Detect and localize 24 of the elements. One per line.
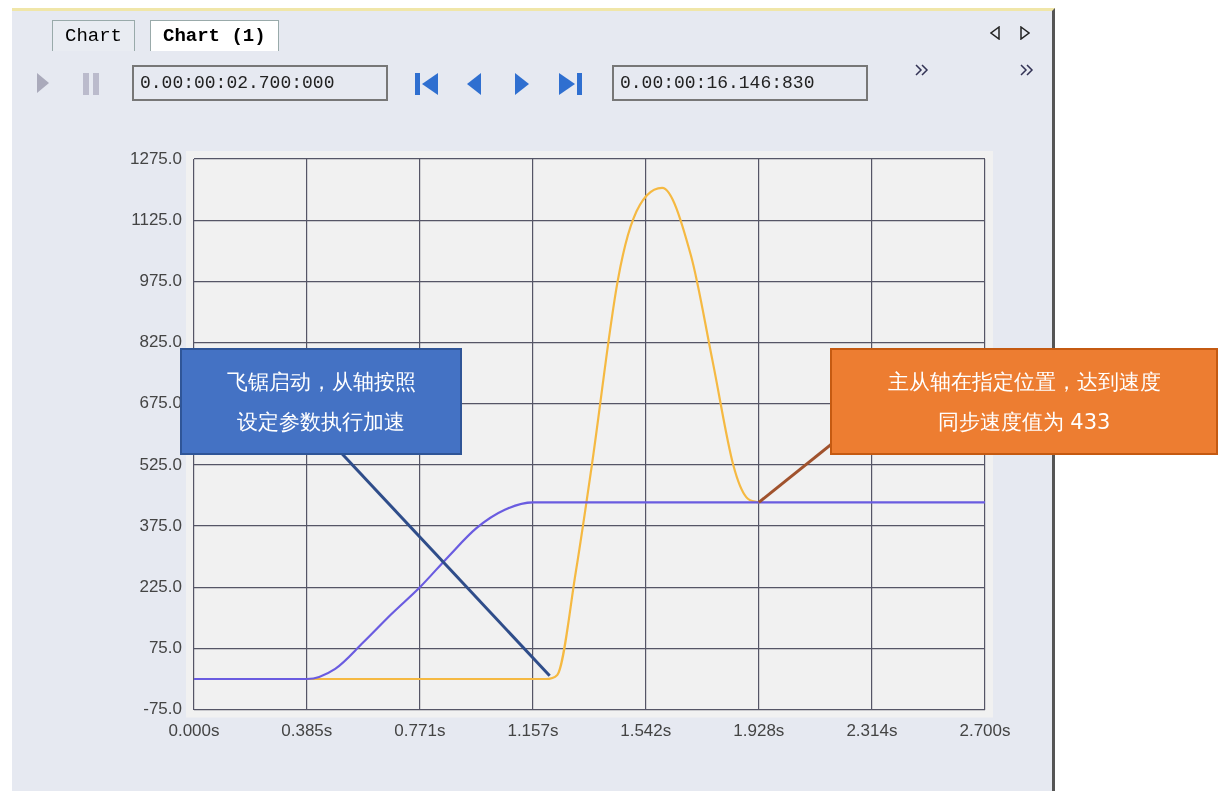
x-tick-label: 1.157s bbox=[507, 721, 559, 741]
line-series bbox=[194, 501, 985, 681]
annotation: 主从轴在指定位置，达到速度同步速度值为 433 bbox=[886, 369, 1162, 436]
annotation: 飞锯启动，从轴按照设定参数执行加速 bbox=[225, 369, 417, 436]
x-tick-label: 0.385s bbox=[281, 721, 333, 741]
y-tick-label: 375.0 bbox=[139, 515, 182, 535]
y-tick-label: 75.0 bbox=[148, 638, 182, 658]
x-tick-label: 1.542s bbox=[620, 721, 672, 741]
y-tick-label: -75.0 bbox=[143, 699, 182, 719]
y-tick-label: 975.0 bbox=[139, 271, 182, 291]
x-tick-label: 1.928s bbox=[733, 721, 785, 741]
y-tick-label: 825.0 bbox=[139, 332, 182, 352]
text: 0.00:00:16.146:830 bbox=[612, 65, 868, 101]
y-tick-label: 525.0 bbox=[139, 454, 182, 474]
x-tick-label: 0.771s bbox=[394, 721, 446, 741]
x-tick-label: 2.700s bbox=[959, 721, 1011, 741]
text: Chart (1) bbox=[150, 20, 279, 51]
x-tick-label: 0.000s bbox=[168, 721, 220, 741]
x-tick-label: 2.314s bbox=[846, 721, 898, 741]
y-tick-label: 225.0 bbox=[139, 576, 182, 596]
text: 0.00:00:02.700:000 bbox=[132, 65, 388, 101]
y-tick-label: 1125.0 bbox=[131, 209, 182, 229]
y-tick-label: 1275.0 bbox=[130, 148, 182, 168]
text: Chart bbox=[52, 20, 136, 51]
